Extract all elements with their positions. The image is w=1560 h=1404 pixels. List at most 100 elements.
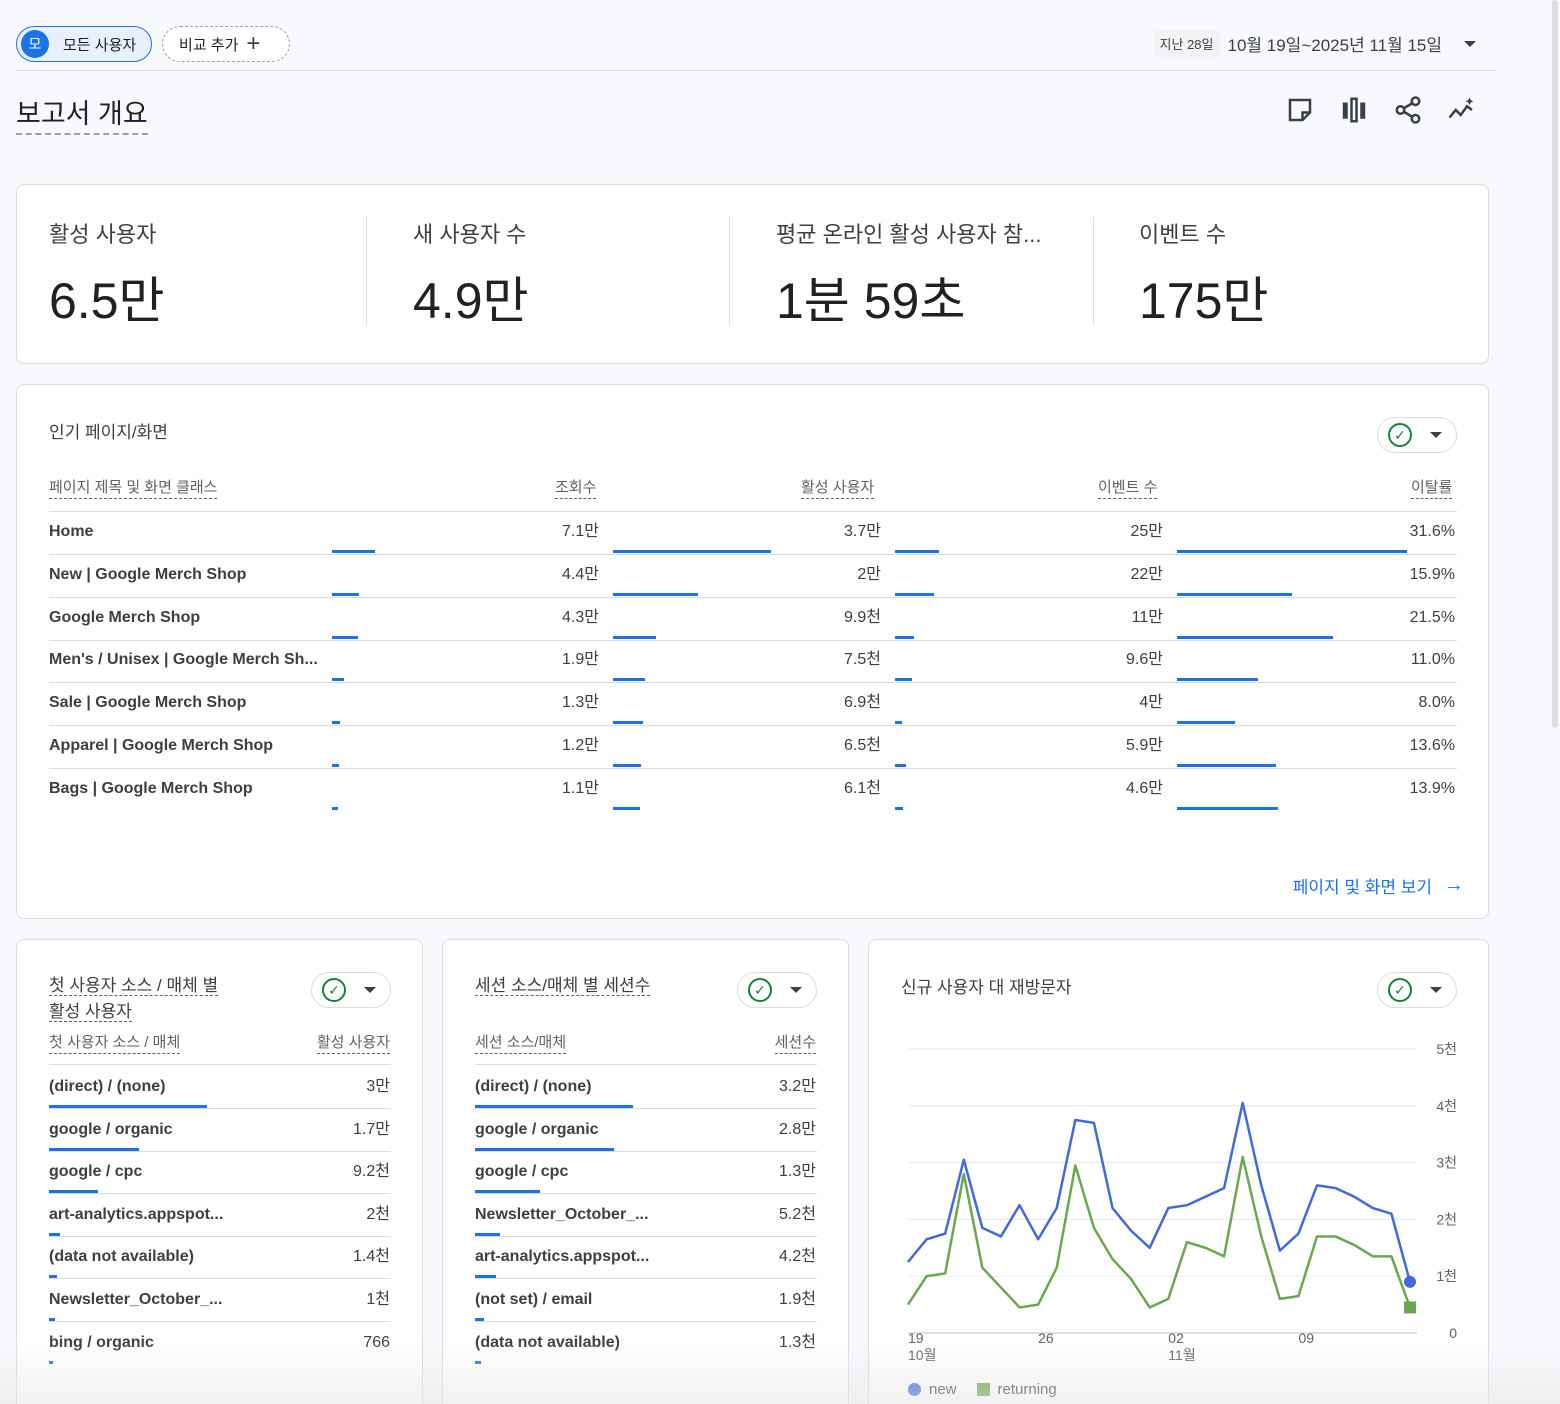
column-header-bounce-rate[interactable]: 이탈률: [1411, 478, 1453, 499]
table-row-source-name[interactable]: (direct) / (none): [49, 1078, 166, 1095]
row-divider: [49, 1150, 391, 1152]
table-row-source-name[interactable]: (data not available): [475, 1333, 620, 1351]
column-header-event-count[interactable]: 이벤트 수: [1098, 478, 1158, 499]
view-pages-link[interactable]: 페이지 및 화면 보기 →: [1293, 873, 1464, 898]
card-options-button[interactable]: ✓: [737, 972, 817, 1008]
row-divider: [49, 1193, 391, 1195]
table-row-page-name[interactable]: Men's / Unisex | Google Merch Sh...: [49, 651, 318, 669]
table-row-page-name[interactable]: Google Merch Shop: [49, 608, 201, 626]
note-icon[interactable]: [1284, 94, 1316, 126]
table-row-page-name[interactable]: Home: [49, 523, 94, 540]
legend-returning-label: returning: [997, 1381, 1057, 1398]
table-bar: [49, 1190, 98, 1194]
table-cell-events: 22만: [1130, 565, 1163, 583]
column-header-active-users[interactable]: 활성 사용자: [316, 1033, 390, 1054]
kpi-divider: [1093, 217, 1094, 325]
table-cell-value: 1.3천: [779, 1333, 816, 1351]
column-header-first-source[interactable]: 첫 사용자 소스 / 매체: [49, 1033, 181, 1054]
top-pages-card: 인기 페이지/화면 ✓ 페이지 제목 및 화면 클래스 조회수 활성 사용자 이…: [16, 384, 1489, 919]
insights-icon[interactable]: [1446, 94, 1478, 126]
table-bar-bounce: [1177, 678, 1258, 682]
chevron-down-icon: [790, 987, 802, 993]
table-row-source-name[interactable]: (direct) / (none): [475, 1078, 592, 1095]
x-tick-label: 09: [1298, 1330, 1314, 1346]
table-row-source-name[interactable]: art-analytics.appspot...: [49, 1205, 224, 1223]
table-cell-value: 3.2만: [779, 1078, 816, 1095]
kpi-active-users[interactable]: 활성 사용자 6.5만: [49, 217, 165, 329]
card-title: 인기 페이지/화면: [49, 423, 168, 442]
scrollbar-thumb[interactable]: [1552, 0, 1558, 728]
card-title: 세션 소스/매체 별 세션수: [475, 973, 651, 999]
kpi-event-count[interactable]: 이벤트 수 175만: [1139, 217, 1268, 329]
table-cell-bounce: 13.6%: [1409, 737, 1455, 754]
table-row-page-name[interactable]: New | Google Merch Shop: [49, 565, 247, 583]
table-row-page-name[interactable]: Sale | Google Merch Shop: [49, 694, 247, 712]
table-row-source-name[interactable]: art-analytics.appspot...: [475, 1248, 650, 1266]
row-divider: [49, 1235, 391, 1237]
column-header-views[interactable]: 조회수: [555, 478, 597, 499]
table-bar-bounce: [1177, 764, 1276, 767]
segment-avatar: 모: [21, 30, 49, 58]
table-cell-views: 1.1만: [562, 779, 599, 797]
chevron-down-icon: [1430, 987, 1442, 993]
chevron-down-icon[interactable]: [1464, 40, 1476, 47]
card-options-button[interactable]: ✓: [1377, 972, 1457, 1008]
table-cell-value: 3만: [366, 1078, 390, 1095]
table-bar-bounce: [1177, 592, 1292, 596]
table-cell-active: 6.9천: [844, 694, 881, 712]
table-row-source-name[interactable]: Newsletter_October_...: [475, 1205, 649, 1223]
table-bar-views: [332, 635, 358, 639]
kpi-new-users[interactable]: 새 사용자 수 4.9만: [413, 217, 529, 329]
table-row-source-name[interactable]: google / cpc: [475, 1163, 569, 1181]
table-row-source-name[interactable]: google / organic: [49, 1120, 173, 1138]
compare-columns-icon[interactable]: [1338, 94, 1370, 126]
table-cell-active: 7.5천: [844, 651, 881, 669]
column-header-active-users[interactable]: 활성 사용자: [801, 478, 875, 499]
card-options-button[interactable]: ✓: [311, 972, 391, 1008]
card-title: 신규 사용자 대 재방문자: [901, 978, 1072, 997]
page-title: 보고서 개요: [16, 92, 148, 135]
table-cell-value: 9.2천: [353, 1163, 390, 1181]
table-bar-events: [895, 764, 906, 767]
series-line-returning[interactable]: [906, 1155, 1412, 1309]
row-divider: [475, 1108, 817, 1109]
table-cell-value: 1.3만: [779, 1163, 816, 1181]
kpi-label: 새 사용자 수: [413, 222, 527, 247]
table-cell-views: 1.3만: [562, 694, 599, 712]
column-header-page-title[interactable]: 페이지 제목 및 화면 클래스: [49, 478, 218, 499]
series-end-marker-returning: [1404, 1301, 1416, 1314]
table-cell-value: 2.8만: [779, 1120, 816, 1138]
table-cell-value: 1천: [366, 1291, 390, 1308]
kpi-avg-engagement[interactable]: 평균 온라인 활성 사용자 참... 1분 59초: [776, 217, 1042, 329]
table-row-page-name[interactable]: Bags | Google Merch Shop: [49, 779, 253, 797]
top-bar: 모 모든 사용자 비교 추가 + 지난 28일 10월 19일~2025년 11…: [16, 26, 1496, 71]
add-comparison-button[interactable]: 비교 추가 +: [162, 26, 290, 62]
table-row-source-name[interactable]: (data not available): [49, 1248, 194, 1266]
table-row-source-name[interactable]: google / organic: [475, 1120, 599, 1138]
table-row-source-name[interactable]: Newsletter_October_...: [49, 1291, 223, 1308]
kpi-value: 1분 59초: [776, 273, 966, 329]
column-header-sessions[interactable]: 세션수: [774, 1033, 816, 1054]
table-bar-events: [895, 635, 915, 639]
table-bar-views: [332, 678, 344, 682]
share-icon[interactable]: [1392, 94, 1424, 126]
table-row-source-name[interactable]: google / cpc: [49, 1163, 143, 1181]
table-row-source-name[interactable]: (not set) / email: [475, 1291, 593, 1308]
table-row-source-name[interactable]: bing / organic: [49, 1333, 154, 1351]
row-divider: [49, 554, 1457, 555]
table-row-page-name[interactable]: Apparel | Google Merch Shop: [49, 737, 274, 754]
segment-chip-all-users[interactable]: 모 모든 사용자: [16, 26, 152, 62]
card-options-button[interactable]: ✓: [1377, 417, 1457, 453]
column-header-session-source[interactable]: 세션 소스/매체: [475, 1033, 567, 1054]
x-tick-label: 26: [1038, 1330, 1054, 1346]
date-range-picker[interactable]: 지난 28일 10월 19일~2025년 11월 15일: [1153, 30, 1476, 57]
kpi-label: 평균 온라인 활성 사용자 참...: [776, 222, 1042, 247]
arrow-right-icon: →: [1444, 874, 1464, 896]
table-bar: [475, 1105, 633, 1108]
chevron-down-icon: [364, 987, 376, 993]
table-cell-bounce: 8.0%: [1418, 694, 1455, 712]
row-divider: [475, 1321, 817, 1322]
x-tick-sublabel: 10월: [908, 1347, 936, 1363]
table-cell-views: 1.2만: [562, 737, 599, 754]
series-line-new[interactable]: [907, 1101, 1412, 1283]
